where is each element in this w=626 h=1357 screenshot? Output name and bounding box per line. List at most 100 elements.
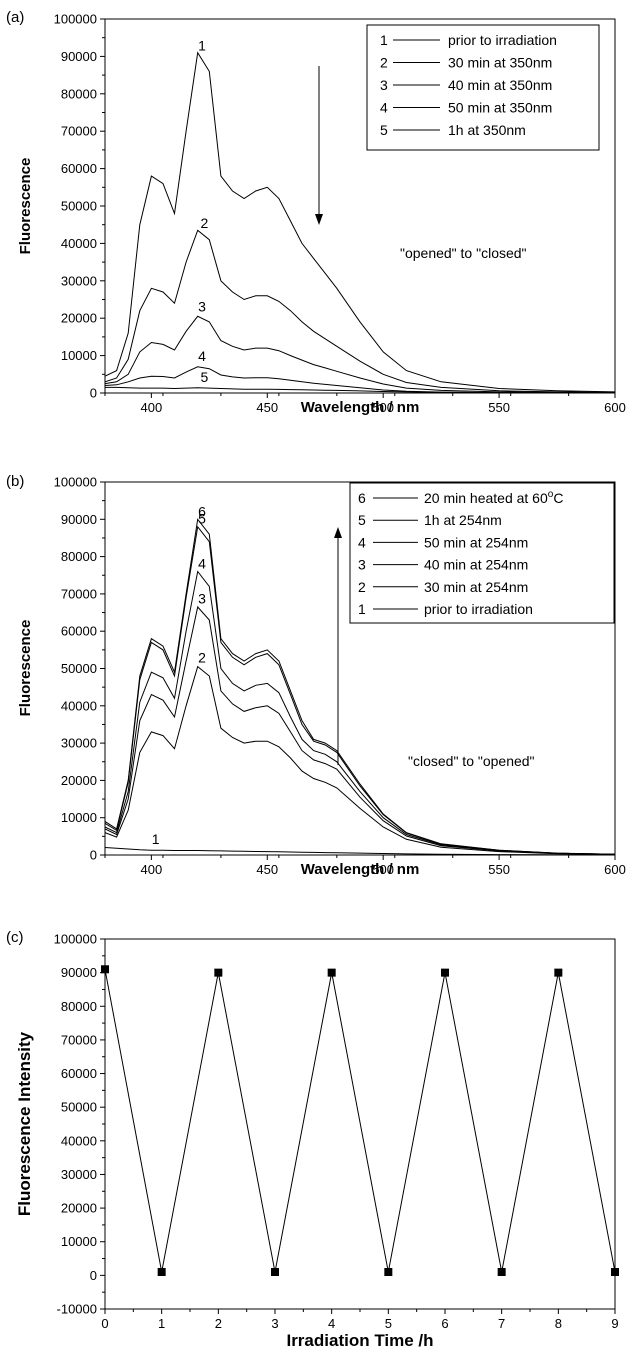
legend-number: 6 [358,490,366,506]
legend-number: 1 [380,32,388,48]
series-line-3 [104,315,616,394]
curve-label-1: 1 [198,37,206,53]
y-tick-label: 90000 [61,965,97,980]
series-line-5 [104,525,616,855]
x-tick-label: 2 [215,1316,222,1331]
x-tick-label: 7 [498,1316,505,1331]
legend-number: 4 [358,534,366,550]
legend-number: 4 [380,100,388,116]
legend-label: 30 min at 254nm [424,579,528,595]
x-tick-label: 5 [385,1316,392,1331]
legend-label-unit: C [553,490,563,506]
y-tick-label: 100000 [54,12,97,27]
panel-b-legend-entries: 6 20 min heated at 60oC 5 1h at 254nm 4 50 mi… [358,489,563,617]
data-point-marker [157,1268,166,1276]
y-tick-label: 60000 [61,1066,97,1081]
legend-number: 5 [358,512,366,528]
y-tick-label: 40000 [61,236,97,251]
panel-c-curves [104,969,616,1273]
y-tick-label: 0 [90,848,97,863]
panel-a-x-axis: 400 450 500 550 600 [104,393,626,415]
series-line-5 [105,386,616,394]
data-point-marker [327,968,336,977]
y-tick-label: 80000 [61,86,97,101]
y-tick-label: 80000 [61,549,97,564]
curve-label-3: 3 [198,591,206,607]
panel-b-curves [104,518,616,856]
panel-a-curves [104,51,616,394]
panel-c-y-axis: -10000 0 10000 20000 30000 40000 50000 60000 700… [54,932,105,1317]
legend-label: prior to irradiation [424,601,533,617]
y-tick-label: 40000 [61,698,97,713]
data-point-marker [384,1268,393,1276]
x-tick-label: 550 [488,862,510,877]
legend-number: 2 [380,55,388,71]
y-tick-label: 20000 [61,311,97,326]
panel-b-x-axis: 400 450 500 550 600 [104,855,626,877]
y-tick-label: 40000 [61,1133,97,1148]
y-tick-label: 90000 [61,49,97,64]
data-point-marker [554,968,563,977]
panel-c-x-axis-label: Irradiation Time /h [286,1331,433,1350]
y-tick-label: 50000 [61,199,97,214]
panel-b-annotation: "closed" to "opened" [408,753,535,769]
x-tick-label: 6 [441,1316,448,1331]
x-tick-label: 500 [372,862,394,877]
panel-a-annotation: "opened" to "closed" [400,245,527,261]
x-tick-label: 450 [256,862,278,877]
y-tick-label: 70000 [61,1032,97,1047]
legend-label: 40 min at 254nm [424,557,528,573]
series-line-1 [104,969,616,1273]
curve-label-6: 6 [198,503,206,519]
y-tick-label: 10000 [61,1234,97,1249]
curve-label-5: 5 [198,511,206,527]
legend-label-main: 20 min heated at 60 [424,490,548,506]
x-tick-label: 8 [555,1316,562,1331]
panel-b-y-axis-label: Fluorescence [17,620,34,717]
y-tick-label: 0 [90,386,97,401]
curve-label-1: 1 [152,831,160,847]
panel-a-y-axis-label: Fluorescence [17,158,34,255]
legend-number: 3 [380,77,388,93]
y-tick-label: 60000 [61,161,97,176]
y-tick-label: 50000 [61,1100,97,1115]
panel-a: (a) 0 10000 20000 30000 40000 50000 60000 70000… [6,9,626,416]
x-tick-label: 1 [158,1316,165,1331]
series-line-3 [104,605,616,855]
panel-b-curve-labels: 65 4 3 2 1 [152,503,206,847]
x-tick-label: 400 [141,862,163,877]
x-tick-label: 400 [141,400,163,415]
series-line-1 [104,51,616,393]
y-tick-label: 30000 [61,736,97,751]
panel-b-x-axis-label: Wavelength / nm [301,861,420,878]
y-tick-label: 10000 [61,348,97,363]
panel-c-markers [101,965,619,1276]
curve-label-2: 2 [200,215,208,231]
series-line-1 [104,847,616,856]
x-tick-label: 0 [101,1316,108,1331]
y-tick-label: 30000 [61,1167,97,1182]
data-point-marker [441,968,449,977]
legend-label-degree: o [548,489,554,500]
legend-number: 3 [358,557,366,573]
x-tick-label: 600 [604,400,626,415]
x-tick-label: 600 [604,862,626,877]
legend-number: 2 [358,579,366,595]
x-tick-label: 500 [372,400,394,415]
y-tick-label: 80000 [61,999,97,1014]
legend-label: 1h at 350nm [448,122,526,138]
panel-a-legend: 1 prior to irradiation 2 30 min at 350nm 3 40… [366,24,600,151]
legend-label: 1h at 254nm [424,512,502,528]
y-tick-label: 30000 [61,273,97,288]
panel-a-label: (a) [6,9,24,26]
legend-label: 20 min heated at 60oC [424,489,563,506]
curve-label-3: 3 [198,298,206,314]
x-tick-label: 9 [611,1316,618,1331]
panel-c-label: (c) [6,929,24,946]
y-tick-label: 90000 [61,512,97,527]
legend-number: 5 [380,122,388,138]
panel-a-curve-labels: 1 2 3 4 5 [198,37,208,385]
panel-a-legend-box [366,24,600,151]
data-point-marker [214,968,223,977]
